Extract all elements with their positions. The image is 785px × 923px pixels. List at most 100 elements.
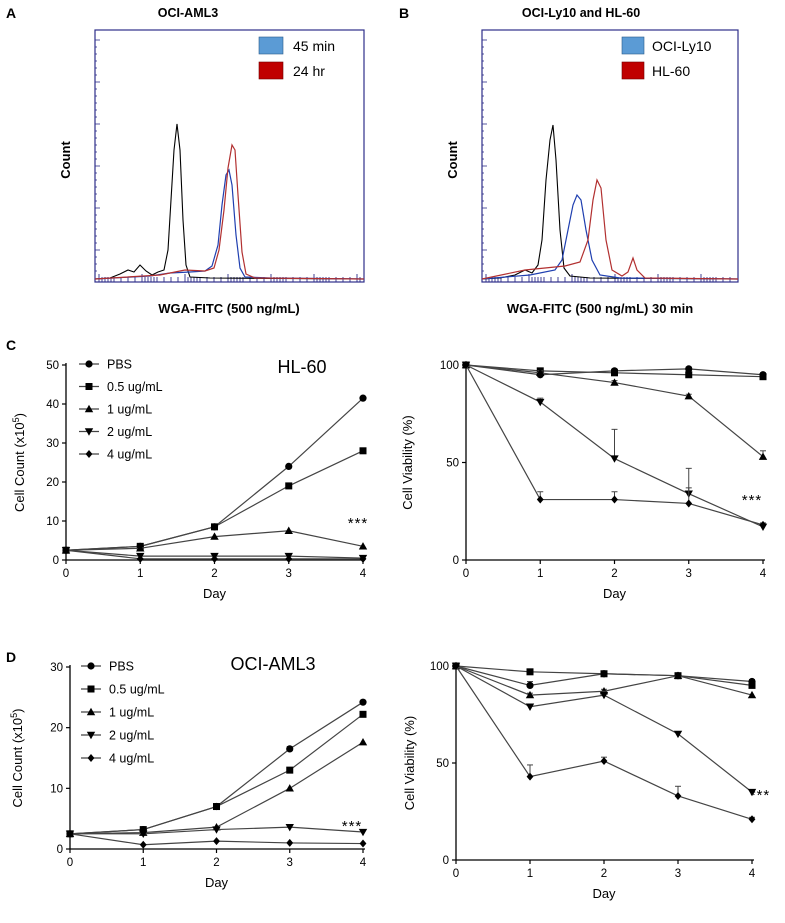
x-tick-label: 1 xyxy=(537,568,543,580)
data-point-triangle-up xyxy=(136,544,145,552)
panel-a-unstained-curve xyxy=(94,123,365,280)
y-tick-label: 40 xyxy=(46,399,59,411)
data-point-square xyxy=(285,482,293,490)
panel-a-24hr-curve xyxy=(94,143,365,280)
y-tick-label: 20 xyxy=(50,723,63,735)
y-tick-label: 100 xyxy=(440,360,459,372)
data-point-triangle-down xyxy=(285,823,294,832)
data-point-square xyxy=(526,668,534,676)
legend-label-2: 1 ug/mL xyxy=(109,706,154,720)
legend-label-4: 4 ug/mL xyxy=(109,752,154,766)
chart-title: HL-60 xyxy=(277,357,326,377)
data-point-triangle-down xyxy=(212,826,221,834)
data-point-diamond xyxy=(139,840,147,849)
data-point-triangle-up xyxy=(284,526,293,534)
data-point-triangle-down xyxy=(610,455,619,463)
x-tick-label: 4 xyxy=(360,568,367,580)
significance-stars: *** xyxy=(742,492,763,509)
data-point-diamond xyxy=(359,839,367,848)
x-tick-label: 3 xyxy=(675,868,681,880)
series-line-0 xyxy=(69,701,364,835)
x-tick-label: 1 xyxy=(527,868,533,880)
data-point-triangle-down xyxy=(358,828,368,837)
y-axis-title: Cell Viability (%) xyxy=(400,415,415,509)
panel-d-viability-chart: 0 50 100 0 1 2 3 4 Day Cell Viability (%) *** xyxy=(402,661,769,901)
legend-marker-diamond xyxy=(87,754,95,762)
y-tick-label: 30 xyxy=(46,438,59,450)
data-point-triangle-down xyxy=(747,788,757,797)
series-line-3 xyxy=(455,665,753,793)
y-tick-label: 0 xyxy=(57,844,63,856)
y-tick-label: 10 xyxy=(50,783,63,795)
legend-label-1: 0.5 ug/mL xyxy=(109,683,165,697)
data-point-square xyxy=(211,523,218,531)
y-axis-title: Cell Count (x105) xyxy=(11,413,27,512)
y-axis-title-main: Cell Count (x10 xyxy=(12,422,27,512)
panel-a-ylabel: Count xyxy=(58,141,73,179)
x-tick-label: 2 xyxy=(601,868,607,880)
legend-marker-square xyxy=(87,685,95,693)
data-point-diamond xyxy=(759,520,767,529)
legend-marker-square xyxy=(85,383,93,390)
panel-a-legend: 45 min 24 hr xyxy=(258,36,335,80)
data-point-square xyxy=(748,681,756,689)
data-point-square xyxy=(213,803,220,811)
x-tick-label: 4 xyxy=(749,868,756,880)
panel-d-cell-count-chart: 0 10 20 30 0 1 2 3 4 Day Cell Count (x105) PBS 0.5 u… xyxy=(9,654,368,890)
data-point-square xyxy=(611,369,618,377)
data-point-diamond xyxy=(62,546,70,555)
y-tick-label: 50 xyxy=(446,458,459,470)
x-axis-title: Day xyxy=(592,886,616,901)
x-tick-label: 3 xyxy=(287,857,293,869)
panel-b-title: OCI-Ly10 and HL-60 xyxy=(522,6,640,20)
legend-swatch-ocily10 xyxy=(621,36,645,55)
legend-label-3: 2 ug/mL xyxy=(109,729,154,743)
chart-title: OCI-AML3 xyxy=(230,654,315,674)
legend-swatch-24hr xyxy=(258,61,284,80)
data-point-triangle-down xyxy=(139,830,148,839)
panel-b-xlabel: WGA-FITC (500 ng/mL) 30 min xyxy=(507,301,693,316)
x-tick-label: 1 xyxy=(140,857,146,869)
data-point-square xyxy=(286,766,294,774)
legend-label-ocily10: OCI-Ly10 xyxy=(652,38,712,54)
panel-b-frame xyxy=(481,29,739,283)
data-point-triangle-up xyxy=(758,452,768,460)
legend-marker-diamond xyxy=(85,450,93,458)
data-point-triangle-up xyxy=(610,378,619,386)
legend-label-3: 2 ug/mL xyxy=(107,425,152,439)
data-point-circle xyxy=(685,365,693,373)
panel-b-axis-ticks xyxy=(482,39,731,282)
y-axis-title-exponent: 5 xyxy=(9,713,19,718)
data-point-circle xyxy=(359,394,367,402)
panel-b-unstained-curve xyxy=(481,124,739,280)
data-point-diamond xyxy=(674,791,682,800)
data-point-triangle-down xyxy=(536,398,545,407)
legend-label-hl60: HL-60 xyxy=(652,63,690,79)
data-point-triangle-up xyxy=(747,690,757,699)
x-tick-label: 2 xyxy=(611,568,617,580)
data-point-diamond xyxy=(452,662,460,670)
x-tick-label: 4 xyxy=(760,568,767,580)
x-tick-label: 0 xyxy=(463,568,469,580)
data-point-square xyxy=(359,710,367,718)
y-axis-title-close: ) xyxy=(10,709,25,713)
panel-letter-b: B xyxy=(399,5,409,21)
data-point-circle xyxy=(359,698,367,706)
data-point-diamond xyxy=(286,838,294,847)
data-point-circle xyxy=(285,462,293,470)
data-point-triangle-down xyxy=(673,730,683,739)
legend-marker-triangle-up xyxy=(84,404,94,413)
legend-label-0: PBS xyxy=(107,358,132,372)
panel-letter-c: C xyxy=(6,337,16,353)
data-point-triangle-up xyxy=(358,542,368,550)
data-point-triangle-down xyxy=(599,691,609,700)
panel-c-cell-count-chart: 0 10 20 30 40 50 0 1 2 3 4 Day Cell Count (x105) PBS 0… xyxy=(11,357,368,601)
legend-marker-triangle-down xyxy=(86,731,96,740)
panel-letter-d: D xyxy=(6,649,16,665)
data-point-diamond xyxy=(285,554,293,563)
panel-b-legend: OCI-Ly10 HL-60 xyxy=(621,36,712,80)
data-point-square xyxy=(685,371,693,379)
x-tick-label: 2 xyxy=(213,857,219,869)
legend-label-4: 4 ug/mL xyxy=(107,448,152,462)
legend-marker-circle xyxy=(87,662,95,670)
